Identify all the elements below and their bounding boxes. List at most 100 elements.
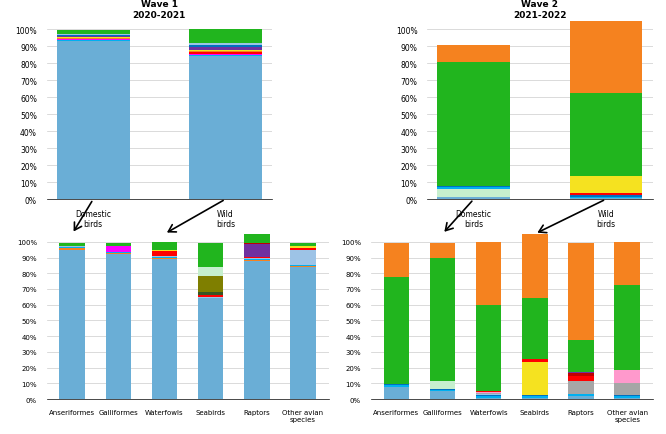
Bar bbox=[476, 396, 501, 398]
Bar bbox=[244, 257, 270, 258]
Bar bbox=[569, 197, 643, 199]
Bar bbox=[568, 373, 593, 377]
Bar bbox=[438, 187, 510, 188]
Bar bbox=[59, 249, 85, 250]
Bar bbox=[59, 248, 85, 249]
Bar bbox=[244, 260, 270, 261]
Bar bbox=[430, 243, 455, 258]
Bar bbox=[244, 261, 270, 399]
Bar bbox=[522, 298, 547, 359]
Bar bbox=[522, 211, 547, 298]
Bar bbox=[106, 255, 131, 399]
Bar bbox=[57, 36, 130, 37]
Bar bbox=[57, 35, 130, 36]
Bar bbox=[569, 15, 643, 94]
Bar bbox=[198, 298, 223, 299]
Bar bbox=[152, 258, 177, 260]
Bar bbox=[290, 267, 316, 399]
Bar bbox=[476, 398, 501, 399]
Bar bbox=[57, 38, 130, 39]
Bar bbox=[522, 359, 547, 362]
Bar bbox=[152, 256, 177, 257]
Bar bbox=[438, 198, 510, 200]
Bar bbox=[615, 242, 640, 286]
Legend: EA-2020-A (H5N8), EA-2020-C (H5N1), EA-2021-AB (H5N1), EA-2022-BB (H5N1): EA-2020-A (H5N8), EA-2020-C (H5N1), EA-2… bbox=[286, 90, 370, 131]
Bar bbox=[198, 299, 223, 399]
Bar bbox=[522, 398, 547, 399]
Bar bbox=[189, 30, 262, 44]
Bar bbox=[522, 395, 547, 396]
Bar bbox=[615, 398, 640, 399]
Bar bbox=[189, 51, 262, 52]
Bar bbox=[522, 396, 547, 398]
Bar bbox=[476, 242, 501, 305]
Bar bbox=[198, 297, 223, 298]
Bar bbox=[106, 243, 131, 246]
Bar bbox=[476, 391, 501, 392]
Bar bbox=[615, 396, 640, 398]
Bar bbox=[615, 370, 640, 383]
Bar bbox=[476, 395, 501, 396]
Bar bbox=[615, 383, 640, 395]
Bar bbox=[615, 395, 640, 396]
Bar bbox=[189, 57, 262, 200]
Bar bbox=[244, 244, 270, 245]
Bar bbox=[189, 52, 262, 53]
Bar bbox=[198, 293, 223, 296]
Bar bbox=[244, 245, 270, 257]
Bar bbox=[476, 392, 501, 393]
Bar bbox=[57, 39, 130, 40]
Bar bbox=[189, 53, 262, 55]
Bar bbox=[198, 267, 223, 277]
Title: Wave 2
2021-2022: Wave 2 2021-2022 bbox=[513, 0, 567, 20]
Bar bbox=[198, 296, 223, 297]
Bar bbox=[290, 246, 316, 249]
Bar bbox=[189, 56, 262, 57]
Bar bbox=[569, 94, 643, 177]
Bar bbox=[568, 395, 593, 396]
Bar bbox=[430, 258, 455, 381]
Bar bbox=[198, 243, 223, 267]
Bar bbox=[476, 305, 501, 391]
Bar bbox=[189, 55, 262, 56]
Bar bbox=[198, 277, 223, 293]
Bar bbox=[568, 243, 593, 340]
Bar bbox=[290, 243, 316, 246]
Bar bbox=[152, 257, 177, 258]
Bar bbox=[430, 381, 455, 389]
Bar bbox=[59, 247, 85, 248]
Bar bbox=[59, 246, 85, 247]
Bar bbox=[568, 381, 593, 394]
Bar bbox=[568, 394, 593, 395]
Bar bbox=[522, 362, 547, 395]
Bar bbox=[569, 194, 643, 195]
Bar bbox=[59, 250, 85, 399]
Bar bbox=[189, 46, 262, 48]
Bar bbox=[152, 252, 177, 256]
Bar bbox=[59, 243, 85, 246]
Bar bbox=[152, 260, 177, 399]
Bar bbox=[384, 385, 409, 387]
Bar bbox=[430, 390, 455, 391]
Bar bbox=[384, 244, 409, 278]
Bar bbox=[57, 40, 130, 41]
Bar bbox=[569, 195, 643, 197]
Bar bbox=[152, 251, 177, 252]
Bar bbox=[476, 393, 501, 394]
Bar bbox=[569, 199, 643, 200]
Title: Wave 1
2020-2021: Wave 1 2020-2021 bbox=[133, 0, 186, 20]
Bar bbox=[438, 188, 510, 190]
Bar bbox=[384, 278, 409, 385]
Bar bbox=[290, 249, 316, 250]
Bar bbox=[106, 247, 131, 253]
Bar bbox=[568, 372, 593, 373]
Bar bbox=[189, 44, 262, 46]
Bar bbox=[106, 253, 131, 255]
Bar bbox=[57, 37, 130, 38]
Bar bbox=[438, 62, 510, 186]
Bar bbox=[152, 242, 177, 251]
Bar bbox=[438, 46, 510, 62]
Bar bbox=[430, 391, 455, 399]
Bar bbox=[476, 394, 501, 395]
Bar bbox=[568, 377, 593, 381]
